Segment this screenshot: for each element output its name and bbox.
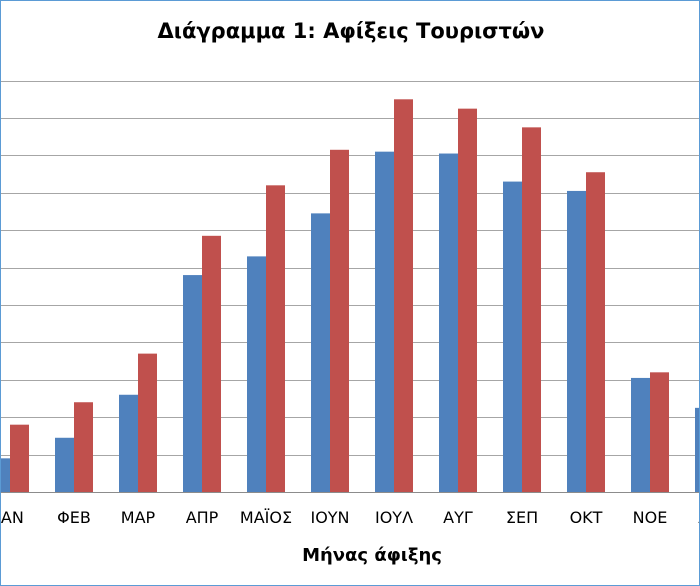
x-tick-label: ΦΕΒ (57, 508, 91, 527)
x-tick-label: ΝΟΕ (633, 508, 668, 527)
bar-series2-4 (202, 235, 221, 492)
x-tick-label: ΜΑΪΟΣ (240, 508, 292, 527)
bar-series2-6 (330, 149, 349, 493)
gridlines (1, 81, 699, 456)
x-tick-label: ΣΕΠ (506, 508, 538, 527)
x-axis-label: Μήνας άφιξης (302, 545, 442, 566)
bar-series1-5 (247, 256, 266, 492)
bar-series1-9 (503, 181, 522, 492)
bar-series2-2 (74, 402, 93, 492)
bar-series2-7 (394, 99, 413, 493)
bar-series (1, 99, 699, 493)
chart-title: Διάγραμμα 1: Αφίξεις Τουριστών (157, 19, 545, 43)
bar-series1-7 (375, 151, 394, 492)
bar-series1-8 (439, 153, 458, 492)
x-tick-label: ΟΚΤ (570, 508, 603, 527)
bar-series1-3 (119, 394, 138, 492)
x-tick-label: ΙΟΥΛ (375, 508, 413, 527)
bar-series2-1 (10, 424, 29, 492)
bar-series1-11 (631, 377, 650, 492)
bar-series2-8 (458, 108, 477, 493)
bar-series1-10 (567, 190, 586, 492)
x-tick-label: ΔΕΚ (698, 508, 700, 527)
bar-series1-1 (1, 458, 10, 492)
bar-series1-4 (183, 275, 202, 492)
bar-series2-3 (138, 353, 157, 492)
bar-series2-11 (650, 372, 669, 492)
x-tick-label: ΙΑΝ (1, 508, 24, 527)
x-tick-labels: ΙΑΝ ΦΕΒ ΜΑΡ ΑΠΡ ΜΑΪΟΣ ΙΟΥΝ ΙΟΥΛ ΑΥΓ ΣΕΠ ΟΚΤ ΝΟΕ ΔΕΚ (1, 508, 700, 527)
bar-series1-2 (55, 437, 74, 492)
x-tick-label: ΙΟΥΝ (310, 508, 349, 527)
bar-series1-12 (695, 407, 699, 492)
x-tick-label: ΜΑΡ (121, 508, 156, 527)
x-tick-label: ΑΠΡ (186, 508, 219, 527)
bar-series2-5 (266, 185, 285, 492)
bar-series2-10 (586, 172, 605, 493)
x-tick-label: ΑΥΓ (443, 508, 473, 527)
bar-series2-9 (522, 127, 541, 492)
bar-series1-6 (311, 213, 330, 492)
